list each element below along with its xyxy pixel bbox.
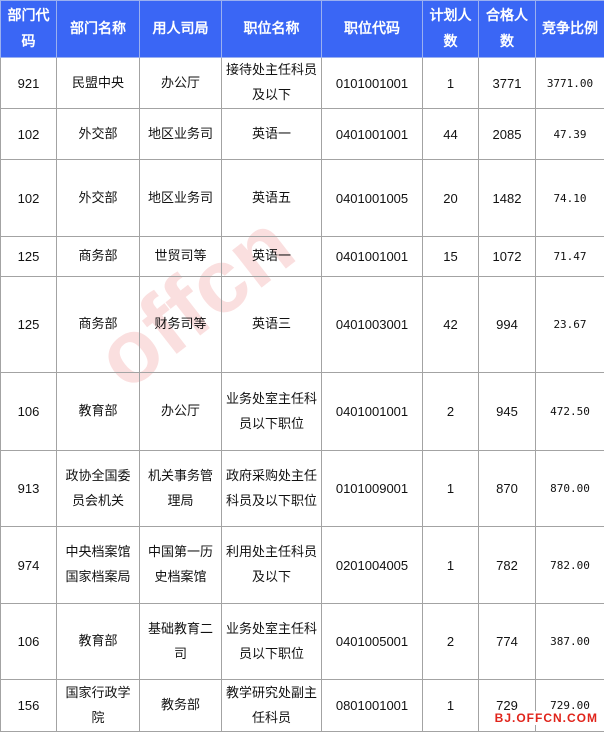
cell-bureau: 世贸司等 [140,237,222,277]
cell-dept-name: 商务部 [57,277,140,373]
header-dept-name: 部门名称 [57,1,140,58]
cell-position-code: 0401001005 [322,160,423,237]
cell-bureau: 地区业务司 [140,109,222,160]
cell-planned-count: 15 [423,237,479,277]
cell-bureau: 基础教育二司 [140,604,222,680]
cell-dept-name: 教育部 [57,373,140,451]
cell-planned-count: 2 [423,604,479,680]
header-row: 部门代码部门名称用人司局职位名称职位代码计划人数合格人数竞争比例 [1,1,604,58]
cell-qualified-count: 3771 [479,58,536,109]
cell-position-code: 0101009001 [322,451,423,527]
cell-bureau: 机关事务管理局 [140,451,222,527]
cell-dept-code: 156 [1,680,57,732]
cell-competition-ratio: 23.67 [536,277,604,373]
cell-qualified-count: 1072 [479,237,536,277]
cell-competition-ratio: 387.00 [536,604,604,680]
cell-dept-code: 921 [1,58,57,109]
cell-bureau: 教务部 [140,680,222,732]
cell-planned-count: 1 [423,527,479,604]
cell-position-code: 0401001001 [322,373,423,451]
cell-planned-count: 20 [423,160,479,237]
cell-dept-code: 913 [1,451,57,527]
cell-competition-ratio: 3771.00 [536,58,604,109]
cell-bureau: 地区业务司 [140,160,222,237]
cell-dept-name: 教育部 [57,604,140,680]
cell-qualified-count: 945 [479,373,536,451]
cell-competition-ratio: 472.50 [536,373,604,451]
header-planned-count: 计划人数 [423,1,479,58]
cell-bureau: 财务司等 [140,277,222,373]
cell-qualified-count: 774 [479,604,536,680]
cell-position-name: 接待处主任科员及以下 [222,58,322,109]
cell-dept-name: 外交部 [57,109,140,160]
cell-qualified-count: 994 [479,277,536,373]
header-bureau: 用人司局 [140,1,222,58]
cell-position-name: 英语三 [222,277,322,373]
cell-bureau: 办公厅 [140,373,222,451]
cell-dept-name: 国家行政学院 [57,680,140,732]
cell-planned-count: 2 [423,373,479,451]
cell-position-name: 政府采购处主任科员及以下职位 [222,451,322,527]
cell-dept-name: 商务部 [57,237,140,277]
cell-position-name: 业务处室主任科员以下职位 [222,373,322,451]
cell-bureau: 中国第一历史档案馆 [140,527,222,604]
cell-planned-count: 1 [423,451,479,527]
cell-dept-code: 125 [1,237,57,277]
cell-position-name: 业务处室主任科员以下职位 [222,604,322,680]
cell-planned-count: 42 [423,277,479,373]
cell-dept-code: 102 [1,109,57,160]
header-position-code: 职位代码 [322,1,423,58]
site-watermark: BJ.OFFCN.COM [493,711,600,725]
header-dept-code: 部门代码 [1,1,57,58]
cell-qualified-count: 870 [479,451,536,527]
header-qualified-count: 合格人数 [479,1,536,58]
header-competition-ratio: 竞争比例 [536,1,604,58]
cell-competition-ratio: 47.39 [536,109,604,160]
cell-position-name: 英语一 [222,237,322,277]
cell-dept-name: 政协全国委员会机关 [57,451,140,527]
cell-dept-name: 外交部 [57,160,140,237]
cell-competition-ratio: 71.47 [536,237,604,277]
cell-qualified-count: 782 [479,527,536,604]
cell-position-code: 0801001001 [322,680,423,732]
header-position-name: 职位名称 [222,1,322,58]
cell-position-name: 英语五 [222,160,322,237]
cell-planned-count: 1 [423,680,479,732]
cell-competition-ratio: 782.00 [536,527,604,604]
cell-position-code: 0101001001 [322,58,423,109]
cell-planned-count: 1 [423,58,479,109]
cell-dept-code: 125 [1,277,57,373]
cell-position-code: 0401005001 [322,604,423,680]
cell-bureau: 办公厅 [140,58,222,109]
cell-position-name: 英语一 [222,109,322,160]
cell-qualified-count: 2085 [479,109,536,160]
cell-dept-name: 民盟中央 [57,58,140,109]
cell-position-code: 0401001001 [322,237,423,277]
cell-position-code: 0201004005 [322,527,423,604]
cell-position-name: 利用处主任科员及以下 [222,527,322,604]
cell-planned-count: 44 [423,109,479,160]
cell-qualified-count: 1482 [479,160,536,237]
cell-position-code: 0401001001 [322,109,423,160]
cell-competition-ratio: 74.10 [536,160,604,237]
cell-competition-ratio: 870.00 [536,451,604,527]
cell-dept-name: 中央档案馆国家档案局 [57,527,140,604]
cell-dept-code: 106 [1,373,57,451]
cell-dept-code: 102 [1,160,57,237]
cell-position-name: 教学研究处副主任科员 [222,680,322,732]
cell-dept-code: 974 [1,527,57,604]
cell-dept-code: 106 [1,604,57,680]
cell-position-code: 0401003001 [322,277,423,373]
